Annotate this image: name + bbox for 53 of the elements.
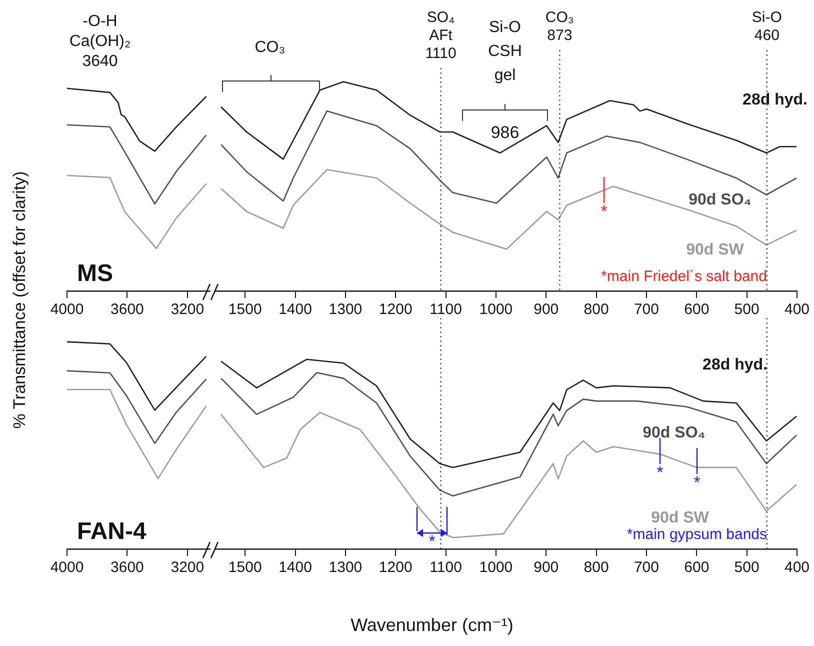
series-label: 90d SW: [686, 241, 745, 258]
x-tick-label: 4000: [50, 559, 84, 576]
x-tick-label: 4000: [50, 301, 84, 318]
text: 90d SW: [651, 509, 710, 526]
x-tick-label: 1000: [479, 301, 513, 318]
x-tick-label: 900: [534, 559, 559, 576]
x-tick-label: 1300: [328, 559, 362, 576]
x-tick-label: 400: [784, 301, 810, 318]
x-tick-label: 800: [584, 559, 609, 576]
x-tick-label: 1100: [430, 301, 462, 318]
x-tick-label: 1100: [430, 559, 462, 576]
x-tick-label: 1300: [328, 301, 362, 318]
text: -O-H Ca(OH)₂ 3640: [69, 13, 131, 70]
ref-line-label: Si-O 460: [752, 9, 782, 44]
annotation: *: [656, 463, 664, 482]
x-tick-label: 1200: [378, 559, 412, 576]
ref-line-label: SO₄ AFt 1110: [425, 9, 456, 62]
series-label: 90d SO₄: [688, 191, 752, 208]
x-tick-label: 800: [584, 301, 609, 318]
annotation: *: [600, 202, 608, 221]
ref-line-label: CO₃ 873: [545, 9, 574, 44]
x-tick-label: 1500: [228, 559, 262, 576]
annotation: *: [694, 473, 701, 492]
x-tick-label: 1500: [228, 301, 262, 318]
text: 28d hyd.: [742, 91, 808, 108]
x-tick-label: 600: [684, 559, 710, 576]
x-tick-label: 1400: [278, 301, 312, 318]
annotation: 986: [490, 123, 520, 142]
x-axis-title: Wavenumber (cm⁻¹): [350, 615, 514, 636]
x-tick-label: 900: [534, 301, 559, 318]
x-tick-label: 3600: [110, 559, 144, 576]
annotation: *: [428, 532, 436, 551]
x-tick-label: 700: [634, 301, 659, 318]
y-axis-title: % Transmittance (offset for clarity): [10, 171, 30, 429]
x-tick-label: 1000: [479, 559, 513, 576]
x-tick-label: 3200: [170, 559, 204, 576]
x-tick-label: 3600: [110, 301, 144, 318]
series-label: 28d hyd.: [702, 356, 768, 374]
x-tick-label: 3200: [170, 301, 204, 318]
x-tick-label: 400: [784, 559, 810, 576]
x-tick-label: 700: [634, 559, 659, 576]
x-tick-label: 1200: [378, 301, 412, 318]
annotation: MS: [77, 260, 113, 287]
x-tick-label: 600: [684, 301, 710, 318]
text: CO₃: [254, 39, 286, 56]
series-label: 90d SO₄: [642, 424, 706, 442]
annotation: FAN-4: [77, 518, 147, 545]
annotation: *main Friedel´s salt band: [601, 268, 767, 285]
annotation: Si-O CSH gel: [488, 19, 522, 84]
x-tick-label: 1400: [278, 559, 312, 576]
x-tick-label: 500: [734, 559, 760, 576]
x-tick-label: 500: [734, 301, 760, 318]
annotation: *main gypsum bands: [626, 526, 767, 543]
